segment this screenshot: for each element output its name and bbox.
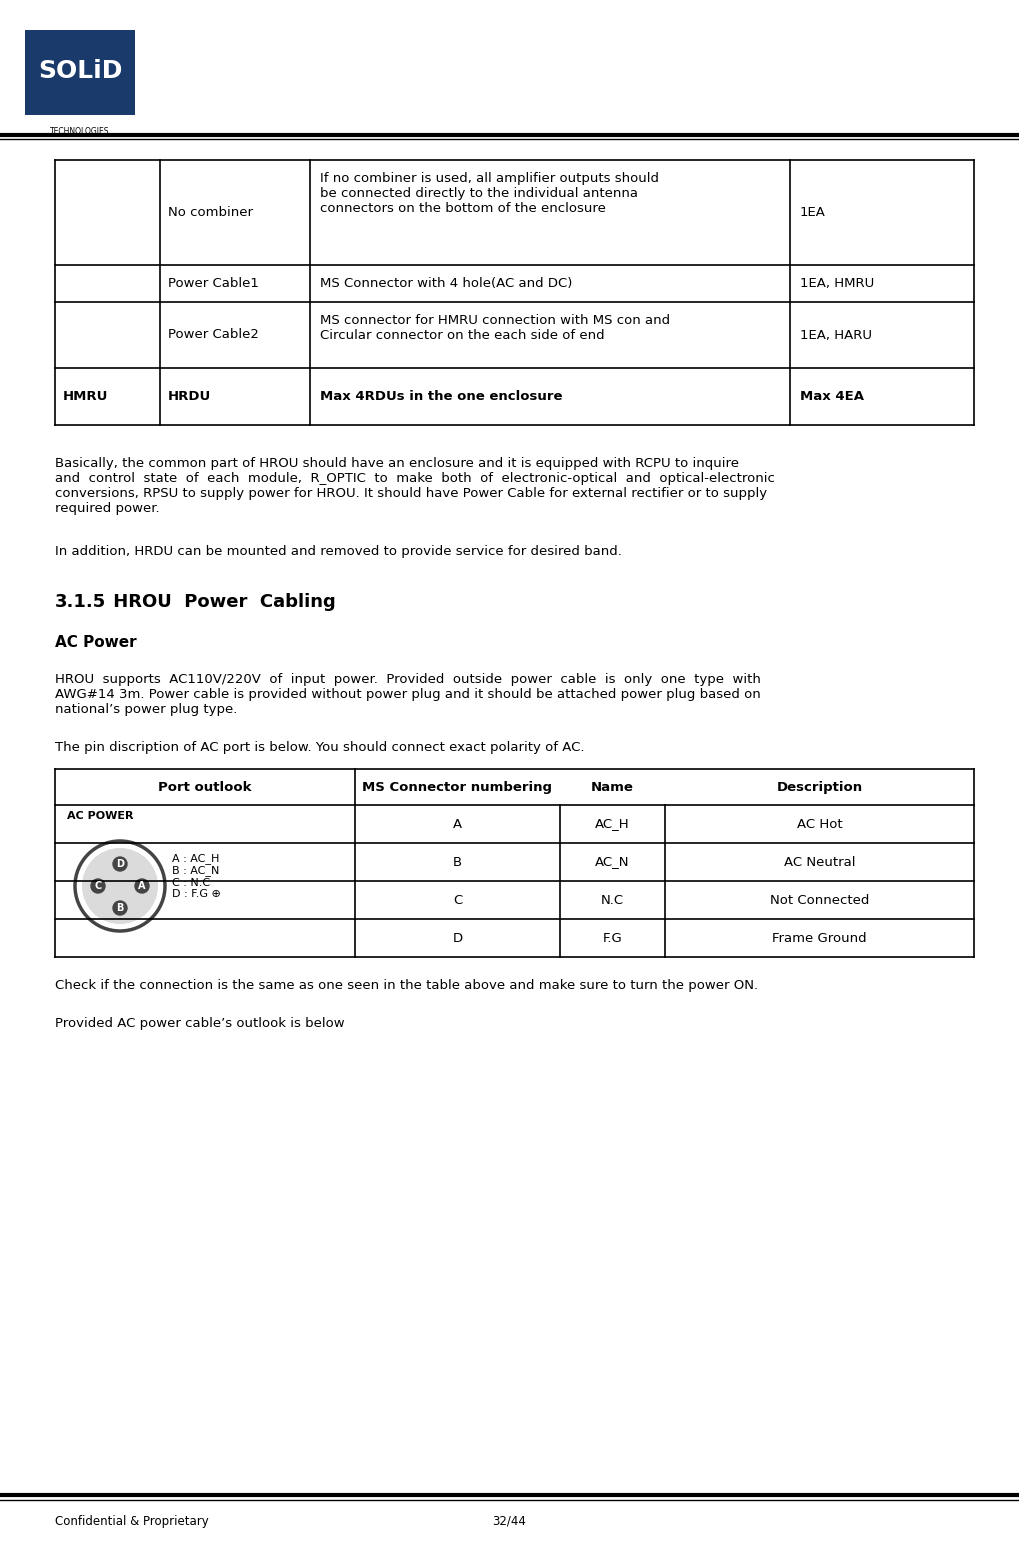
Text: The pin discription of AC port is below. You should connect exact polarity of AC: The pin discription of AC port is below.… — [55, 741, 585, 753]
Circle shape — [82, 849, 158, 924]
Text: Max 4EA: Max 4EA — [800, 391, 864, 403]
Circle shape — [135, 878, 149, 892]
Text: Confidential & Proprietary: Confidential & Proprietary — [55, 1515, 209, 1529]
Text: A : AC_H
B : AC_N
C : N.C
D : F.G ⊕: A : AC_H B : AC_N C : N.C D : F.G ⊕ — [172, 853, 221, 899]
Text: MS Connector numbering: MS Connector numbering — [363, 780, 552, 794]
Text: B: B — [452, 855, 462, 869]
Text: AC_N: AC_N — [595, 855, 630, 869]
Text: AC Neutral: AC Neutral — [784, 855, 855, 869]
Circle shape — [91, 878, 105, 892]
Text: HMRU: HMRU — [63, 391, 108, 403]
Text: If no combiner is used, all amplifier outputs should
be connected directly to th: If no combiner is used, all amplifier ou… — [320, 172, 659, 216]
Text: Power Cable1: Power Cable1 — [168, 277, 259, 291]
Text: 1EA, HMRU: 1EA, HMRU — [800, 277, 874, 291]
Text: 32/44: 32/44 — [492, 1515, 527, 1529]
Text: Port outlook: Port outlook — [158, 780, 252, 794]
Text: In addition, HRDU can be mounted and removed to provide service for desired band: In addition, HRDU can be mounted and rem… — [55, 545, 622, 558]
Text: D: D — [116, 860, 124, 869]
Text: Name: Name — [591, 780, 634, 794]
Text: C: C — [95, 882, 102, 891]
Text: 3.1.5: 3.1.5 — [55, 592, 106, 611]
Text: HRDU: HRDU — [168, 391, 211, 403]
Text: Provided AC power cable’s outlook is below: Provided AC power cable’s outlook is bel… — [55, 1018, 344, 1030]
Text: HROU  Power  Cabling: HROU Power Cabling — [107, 592, 335, 611]
FancyBboxPatch shape — [25, 30, 135, 116]
Text: C: C — [452, 894, 463, 907]
Text: AC_H: AC_H — [595, 817, 630, 830]
Text: AC Power: AC Power — [55, 635, 137, 650]
Text: 1EA: 1EA — [800, 206, 825, 219]
Text: Description: Description — [776, 780, 862, 794]
Text: 1EA, HARU: 1EA, HARU — [800, 328, 872, 341]
Text: A: A — [452, 817, 462, 830]
Circle shape — [113, 857, 127, 871]
Text: SOLiD: SOLiD — [38, 59, 122, 83]
Text: AC POWER: AC POWER — [67, 811, 133, 821]
Text: MS Connector with 4 hole(AC and DC): MS Connector with 4 hole(AC and DC) — [320, 277, 573, 291]
Text: Check if the connection is the same as one seen in the table above and make sure: Check if the connection is the same as o… — [55, 978, 758, 993]
Text: Frame Ground: Frame Ground — [772, 932, 867, 944]
Text: F.G: F.G — [602, 932, 623, 944]
Text: B: B — [116, 903, 123, 913]
Text: HROU  supports  AC110V/220V  of  input  power.  Provided  outside  power  cable : HROU supports AC110V/220V of input power… — [55, 674, 761, 716]
Text: Not Connected: Not Connected — [769, 894, 869, 907]
Text: Basically, the common part of HROU should have an enclosure and it is equipped w: Basically, the common part of HROU shoul… — [55, 456, 774, 514]
Text: MS connector for HMRU connection with MS con and
Circular connector on the each : MS connector for HMRU connection with MS… — [320, 314, 671, 342]
Text: TECHNOLOGIES: TECHNOLOGIES — [50, 127, 110, 136]
Text: AC Hot: AC Hot — [797, 817, 843, 830]
Text: D: D — [452, 932, 463, 944]
Text: No combiner: No combiner — [168, 206, 253, 219]
Text: Power Cable2: Power Cable2 — [168, 328, 259, 341]
Text: A: A — [139, 882, 146, 891]
Circle shape — [113, 900, 127, 914]
Text: Max 4RDUs in the one enclosure: Max 4RDUs in the one enclosure — [320, 391, 562, 403]
Text: N.C: N.C — [601, 894, 624, 907]
